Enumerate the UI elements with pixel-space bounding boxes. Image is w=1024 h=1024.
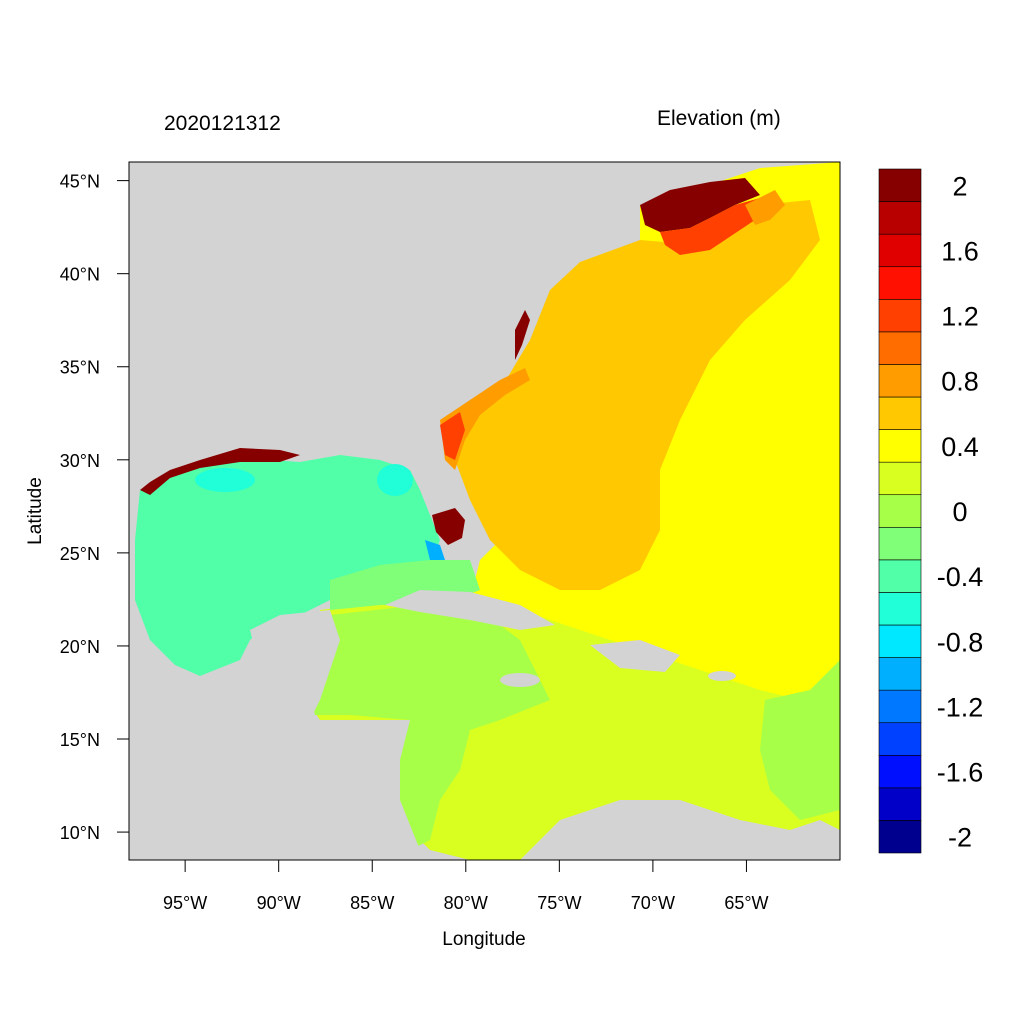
hispaniola-island <box>590 640 680 672</box>
x-axis-title: Longitude <box>442 929 525 950</box>
lat-tick-label: 15°N <box>60 730 100 750</box>
colorbar-swatch <box>878 266 922 300</box>
colorbar-swatch <box>878 396 922 430</box>
lat-tick-label: 40°N <box>60 265 100 285</box>
variable-label: Elevation (m) <box>657 107 781 130</box>
lat-tick-label: 30°N <box>60 451 100 471</box>
colorbar-swatch <box>878 754 922 789</box>
colorbar-swatch <box>878 657 922 691</box>
colorbar-swatch <box>878 624 922 658</box>
colorbar-swatch <box>878 233 922 268</box>
colorbar-swatch <box>878 364 922 398</box>
gulf-low-spot-west <box>195 468 255 492</box>
colorbar-swatch <box>878 689 922 724</box>
eastern-caribbean-region <box>760 660 840 820</box>
lon-tick-label: 85°W <box>350 893 394 913</box>
gulf-low-spot-east <box>377 464 413 496</box>
colorbar-label: 0.8 <box>941 367 979 397</box>
colorbar-swatch <box>878 526 922 561</box>
mid-atlantic-coast-surge <box>515 310 530 360</box>
colorbar-labels: -2 -1.6 -1.2 -0.8 -0.4 0 0.4 0.8 1.2 1.6 2 <box>937 171 984 852</box>
longitude-ticks: 95°W 90°W 85°W 80°W 75°W 70°W 65°W <box>163 860 769 913</box>
gulf-of-mexico-region <box>135 455 440 676</box>
colorbar-swatch <box>878 298 922 333</box>
map-field <box>129 162 840 860</box>
colorbar-swatch <box>878 820 922 854</box>
yucatan-peninsula <box>250 610 340 720</box>
lon-tick-label: 65°W <box>724 893 768 913</box>
lat-tick-label: 10°N <box>60 823 100 843</box>
colorbar-label: 2 <box>952 171 967 201</box>
gulf-coast-surge <box>140 448 300 495</box>
colorbar-swatch <box>878 559 922 593</box>
lon-tick-label: 80°W <box>444 893 488 913</box>
colorbar-swatch <box>878 722 922 756</box>
south-florida-surge <box>432 508 465 545</box>
lon-tick-label: 70°W <box>631 893 675 913</box>
colorbar-swatch <box>878 494 922 528</box>
lon-tick-label: 95°W <box>163 893 207 913</box>
central-america-land <box>129 715 440 860</box>
latitude-ticks: 45°N 40°N 35°N 30°N 25°N 20°N 15°N 10°N <box>60 172 129 843</box>
lon-tick-label: 90°W <box>257 893 301 913</box>
caribbean-low-region <box>305 605 550 850</box>
lat-tick-label: 45°N <box>60 172 100 192</box>
colorbar-label: -1.6 <box>937 758 984 788</box>
gulf-of-maine-surge-edge <box>660 198 770 255</box>
southeast-coast-surge-inner <box>440 412 465 460</box>
lat-tick-label: 20°N <box>60 637 100 657</box>
nova-scotia-shelf-high <box>745 190 785 225</box>
colorbar-label: 1.2 <box>941 302 979 332</box>
date-label: 2020121312 <box>164 112 281 135</box>
colorbar-swatch <box>878 461 922 496</box>
colorbar-swatch <box>878 429 922 463</box>
colorbar-label: -0.4 <box>937 562 984 592</box>
jamaica-island <box>500 673 540 687</box>
colorbar-label: 0 <box>952 497 967 527</box>
gulf-of-maine-surge <box>640 178 760 232</box>
colorbar-swatch <box>878 168 922 202</box>
atlantic-high-region <box>455 200 820 590</box>
lat-tick-label: 35°N <box>60 358 100 378</box>
colorbar <box>878 168 922 854</box>
colorbar-label: 1.6 <box>941 236 979 266</box>
colorbar-swatch <box>878 331 922 365</box>
southeast-coast-surge <box>440 368 530 470</box>
colorbar-swatch <box>878 787 922 821</box>
colorbar-label: -1.2 <box>937 692 984 722</box>
cuba-island <box>385 590 555 630</box>
colorbar-swatch <box>878 592 922 626</box>
colorbar-label: -0.8 <box>937 627 984 657</box>
colorbar-label: -2 <box>948 823 972 853</box>
puerto-rico-island <box>708 671 736 681</box>
colorbar-swatch <box>878 201 922 235</box>
colorbar-label: 0.4 <box>941 432 979 462</box>
plot-frame <box>128 161 841 861</box>
y-axis-title: Latitude <box>25 477 46 545</box>
lat-tick-label: 25°N <box>60 544 100 564</box>
florida-bay-low <box>425 540 445 560</box>
south-america-land <box>520 800 840 860</box>
lon-tick-label: 75°W <box>537 893 581 913</box>
